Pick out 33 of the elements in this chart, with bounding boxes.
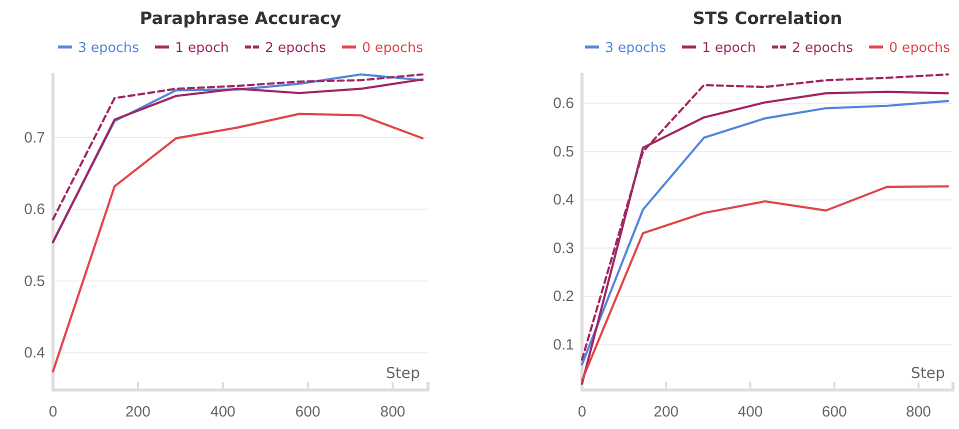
y-tick-label: 0.5 xyxy=(24,272,45,290)
x-tick-label: 800 xyxy=(380,404,406,421)
x-tick-label: 400 xyxy=(738,404,763,421)
y-tick-label: 0.2 xyxy=(553,288,574,306)
legend-label: 1 epoch xyxy=(174,40,229,56)
y-tick-label: 0.4 xyxy=(553,192,574,209)
x-tick-label: 600 xyxy=(822,404,847,421)
y-tick-label: 0.6 xyxy=(553,95,574,112)
x-tick-label: 400 xyxy=(210,404,236,421)
x-tick-label: 800 xyxy=(906,404,932,421)
legend-label: 2 epochs xyxy=(264,40,326,56)
x-axis-title: Step xyxy=(910,364,945,382)
y-tick-label: 0.1 xyxy=(553,336,574,354)
x-tick-label: 600 xyxy=(295,404,320,421)
x-axis-title: Step xyxy=(386,364,420,382)
line-series xyxy=(580,185,950,382)
x-tick-label: 200 xyxy=(654,404,679,421)
legend-label: 0 epochs xyxy=(362,40,424,56)
y-tick-label: 0.4 xyxy=(24,344,45,362)
x-tick-label: 200 xyxy=(125,404,150,421)
y-tick-label: 0.5 xyxy=(553,143,574,160)
legend-label: 0 epochs xyxy=(889,40,950,56)
legend-label: 3 epochs xyxy=(604,40,666,56)
y-tick-label: 0.7 xyxy=(24,129,45,146)
y-tick-label: 0.3 xyxy=(553,240,574,257)
legend-label: 3 epochs xyxy=(78,40,139,56)
legend-label: 2 epochs xyxy=(792,40,854,56)
legend-label: 1 epoch xyxy=(702,40,756,56)
x-tick-label: 0 xyxy=(48,404,58,421)
chart-title: Paraphrase Accuracy xyxy=(140,9,342,29)
y-tick-label: 0.6 xyxy=(24,201,45,218)
x-tick-label: 0 xyxy=(578,404,586,421)
chart-title: STS Correlation xyxy=(692,9,842,29)
